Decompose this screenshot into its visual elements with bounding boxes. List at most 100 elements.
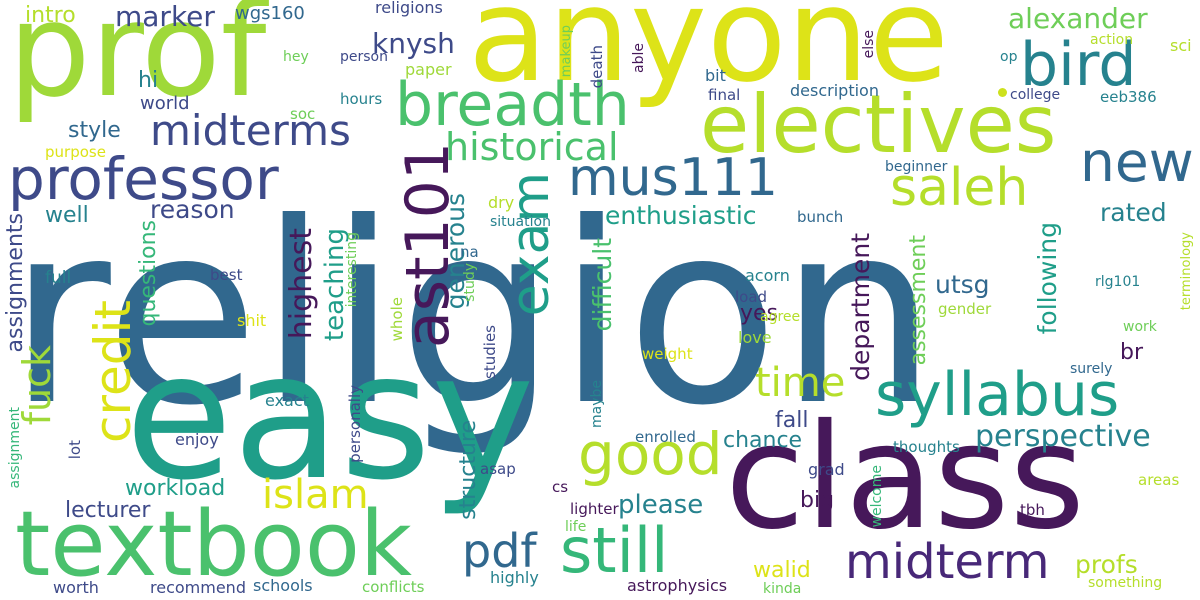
word-time: time: [755, 360, 846, 406]
word-paper: paper: [405, 60, 452, 79]
word-electives: electives: [700, 78, 1057, 171]
word-beginner: beginner: [885, 159, 948, 175]
word-rated: rated: [1100, 198, 1167, 227]
word-astrophysics: astrophysics: [627, 576, 728, 595]
word-well: well: [45, 203, 89, 228]
word-personally: personally: [346, 385, 364, 463]
word-op: op: [1000, 49, 1018, 65]
word-textbook: textbook: [15, 492, 413, 597]
word-professor: professor: [8, 145, 279, 213]
word-whole: whole: [388, 297, 406, 342]
word-description: description: [790, 81, 879, 100]
word-religions: religions: [375, 0, 443, 17]
word-schools: schools: [253, 576, 313, 595]
word-surely: surely: [1070, 361, 1113, 377]
word-enthusiastic: enthusiastic: [605, 201, 757, 230]
word-credit: credit: [84, 300, 142, 443]
word-following: following: [1033, 222, 1062, 335]
word-midterm: midterm: [845, 534, 1050, 590]
word-religion: religion: [8, 169, 938, 460]
word-college: college: [1010, 87, 1061, 103]
word-situation: situation: [490, 214, 551, 230]
word-soc: soc: [290, 105, 316, 123]
word-structure: structure: [456, 420, 481, 520]
word-br: br: [1120, 340, 1144, 365]
word-na: na: [460, 243, 479, 261]
word-dry: dry: [488, 193, 515, 212]
word-bird: bird: [1020, 30, 1137, 100]
word-action: action: [1090, 32, 1134, 48]
word-person: person: [340, 49, 388, 65]
word-kinda: kinda: [763, 581, 802, 597]
word-study: study: [462, 263, 478, 302]
word-fuck: fuck: [15, 345, 59, 426]
word-midterms: midterms: [150, 106, 351, 155]
word-prof: prof: [8, 0, 267, 126]
word-rlg101: rlg101: [1095, 274, 1141, 290]
word-enrolled: enrolled: [635, 428, 696, 446]
word-difficult: difficult: [588, 238, 617, 332]
word-highly: highly: [490, 568, 539, 587]
word-assessment: assessment: [906, 235, 931, 366]
word-life: life: [565, 519, 587, 535]
word-mus111: mus111: [568, 148, 778, 208]
word-anyone: anyone: [468, 0, 949, 111]
word-final: final: [708, 86, 741, 104]
word-breadth: breadth: [395, 70, 630, 140]
word-style: style: [68, 118, 121, 143]
word-still: still: [560, 514, 669, 587]
word-welcome: welcome: [869, 465, 885, 528]
word-interesting: interesting: [344, 232, 360, 308]
word-weight: weight: [642, 345, 693, 363]
word-conflicts: conflicts: [362, 578, 425, 596]
word-saleh: saleh: [890, 158, 1029, 218]
word-workload: workload: [125, 476, 226, 501]
word-exact: exact: [265, 391, 309, 410]
word-perspective: perspective: [975, 419, 1151, 454]
word-thoughts: thoughts: [893, 438, 960, 456]
word-assignment: assignment: [7, 407, 23, 489]
word-islam: islam: [262, 472, 369, 518]
word-purpose: purpose: [45, 143, 106, 161]
word-questions: questions: [136, 220, 161, 327]
word-alexander: alexander: [1008, 2, 1148, 35]
word-lighter: lighter: [570, 500, 619, 518]
word-bunch: bunch: [797, 208, 844, 226]
word-bit: bit: [705, 66, 726, 85]
word-please: please: [618, 490, 704, 520]
word-terminology: terminology: [1179, 232, 1194, 311]
word-historical: historical: [445, 125, 619, 169]
word-acorn: acorn: [745, 266, 790, 285]
word-tbh: tbh: [1020, 501, 1045, 519]
word-else: else: [861, 30, 877, 59]
word-reason: reason: [150, 195, 235, 224]
dot-mark: [998, 88, 1007, 97]
word-something: something: [1088, 575, 1163, 591]
word-makeup: makeup: [559, 25, 574, 78]
word-lecturer: lecturer: [65, 498, 151, 523]
word-yes: yes: [740, 301, 779, 326]
word-pdf: pdf: [462, 524, 537, 578]
word-hey: hey: [283, 49, 309, 65]
word-chance: chance: [723, 428, 803, 453]
word-eeb386: eeb386: [1100, 88, 1157, 106]
word-sci: sci: [1170, 36, 1192, 55]
word-new: new: [1080, 130, 1194, 194]
word-fall: fall: [775, 408, 809, 433]
word-asap: asap: [480, 460, 516, 478]
word-marker: marker: [115, 0, 215, 33]
word-death: death: [588, 45, 606, 89]
word-hours: hours: [340, 90, 383, 108]
word-worth: worth: [53, 578, 99, 597]
word-department: department: [846, 233, 875, 381]
word-highest: highest: [284, 228, 319, 340]
word-world: world: [140, 93, 190, 114]
word-areas: areas: [1138, 471, 1180, 489]
word-utsg: utsg: [935, 270, 990, 299]
word-big: big: [800, 488, 835, 513]
word-love: love: [738, 328, 772, 347]
word-lot: lot: [66, 440, 84, 460]
word-work: work: [1123, 319, 1157, 335]
word-best: best: [210, 266, 243, 284]
